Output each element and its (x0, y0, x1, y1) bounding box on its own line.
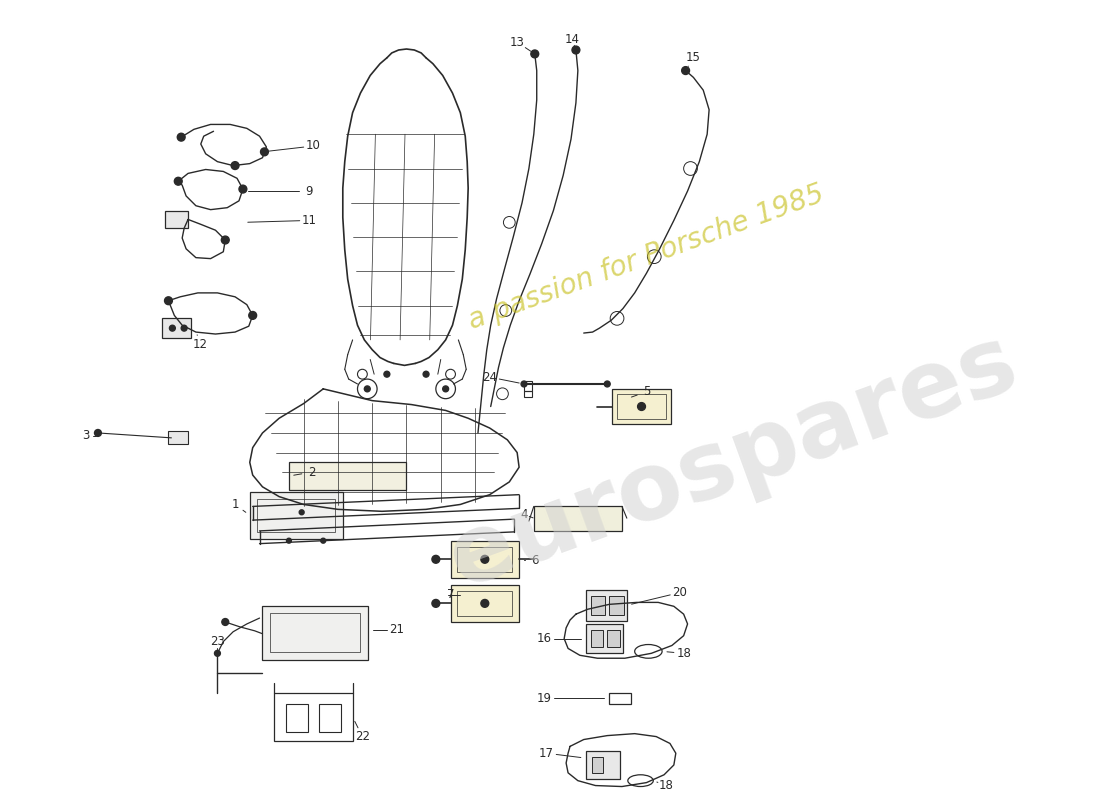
Text: 2: 2 (308, 466, 316, 478)
Bar (612, 389, 671, 424)
Circle shape (286, 538, 292, 543)
Bar (591, 630, 603, 647)
Bar (271, 613, 361, 652)
Bar (585, 624, 623, 654)
Circle shape (95, 430, 101, 436)
Circle shape (174, 178, 183, 185)
Text: 14: 14 (564, 33, 580, 46)
Bar (162, 318, 191, 338)
Bar (609, 693, 630, 704)
Text: 4: 4 (520, 508, 528, 521)
Circle shape (432, 555, 440, 563)
Circle shape (214, 650, 220, 656)
Text: 19: 19 (537, 692, 552, 705)
Bar (609, 595, 624, 615)
Bar (458, 546, 513, 572)
Text: 3: 3 (82, 430, 90, 442)
Text: 10: 10 (306, 139, 321, 153)
Circle shape (169, 326, 175, 331)
Text: 16: 16 (537, 632, 552, 645)
Circle shape (165, 297, 173, 305)
Text: eurospares: eurospares (437, 316, 1028, 606)
Circle shape (521, 381, 527, 387)
Text: 12: 12 (192, 338, 207, 351)
Bar (256, 498, 336, 532)
Circle shape (481, 599, 488, 607)
Bar (286, 704, 308, 732)
Text: 23: 23 (210, 635, 224, 648)
Bar (458, 590, 513, 616)
Circle shape (638, 402, 646, 410)
Bar (524, 391, 531, 397)
Bar (607, 630, 620, 647)
Circle shape (221, 236, 229, 244)
Circle shape (481, 555, 488, 563)
Text: 18: 18 (659, 779, 673, 792)
Circle shape (231, 162, 239, 170)
Text: a passion for Porsche 1985: a passion for Porsche 1985 (464, 180, 828, 335)
Bar (592, 757, 603, 773)
Bar (250, 492, 343, 538)
Circle shape (531, 50, 539, 58)
Bar (585, 751, 620, 778)
Circle shape (424, 371, 429, 377)
Text: 17: 17 (539, 746, 554, 760)
Text: 18: 18 (676, 647, 691, 660)
Bar (524, 381, 531, 391)
Text: 15: 15 (686, 51, 701, 64)
Circle shape (604, 381, 611, 387)
Circle shape (572, 46, 580, 54)
Text: 6: 6 (531, 554, 539, 566)
Circle shape (249, 311, 256, 319)
Bar (168, 431, 188, 444)
Bar (165, 210, 188, 228)
Circle shape (261, 148, 268, 156)
Text: 5: 5 (642, 386, 650, 398)
Circle shape (682, 66, 690, 74)
Text: 9: 9 (305, 185, 312, 198)
Bar (319, 704, 341, 732)
Bar (451, 585, 519, 622)
Bar (274, 693, 353, 742)
Text: 7: 7 (447, 588, 454, 601)
Circle shape (182, 326, 187, 331)
Bar (451, 541, 519, 578)
Text: 21: 21 (389, 623, 404, 636)
Bar (289, 462, 407, 490)
Text: 20: 20 (672, 586, 688, 599)
Text: 13: 13 (509, 36, 525, 49)
Circle shape (299, 510, 304, 514)
Text: 11: 11 (302, 214, 317, 227)
Bar (617, 394, 666, 419)
Bar (591, 595, 605, 615)
Bar (534, 506, 622, 531)
Text: 1: 1 (231, 498, 239, 511)
Circle shape (384, 371, 389, 377)
Text: 22: 22 (355, 730, 370, 743)
Circle shape (364, 386, 371, 392)
Bar (263, 606, 368, 660)
Circle shape (432, 599, 440, 607)
Circle shape (239, 185, 246, 193)
Circle shape (321, 538, 326, 543)
Circle shape (177, 134, 185, 141)
Circle shape (222, 618, 229, 626)
Circle shape (442, 386, 449, 392)
Bar (585, 590, 627, 621)
Text: 24: 24 (482, 370, 497, 384)
